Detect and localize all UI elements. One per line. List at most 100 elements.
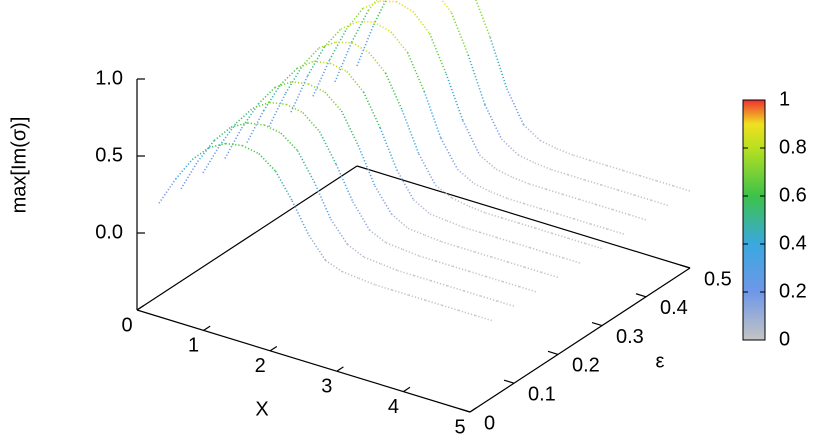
surface-segment [330,218,349,245]
surface-segment [484,104,503,140]
surface-segment [406,52,425,92]
surface-segment [523,202,541,210]
surface-segment [502,280,520,288]
surface-segment [296,150,315,183]
colorbar-tick-label: 0.8 [779,136,807,158]
colorbar-tick-label: 0.2 [779,280,807,302]
y-tick [459,408,471,413]
surface-segment [373,21,392,33]
surface-segment [491,256,509,263]
surface-segment [367,0,378,11]
surface-segment [325,259,343,273]
surface-segment [412,199,431,215]
surface-segment [541,271,559,279]
surface-segment [535,227,553,235]
y-tick [503,379,515,384]
surface-segment [573,218,591,225]
surface-segment [369,229,387,244]
surface-segment [606,164,624,172]
surface-segment [284,65,303,94]
y-tick-label: 0.5 [704,268,732,290]
surface-segment [329,62,348,73]
surface-segment [623,169,641,177]
surface-segment [374,185,393,215]
surface-segment [313,181,332,220]
surface-segment [467,54,486,105]
surface-segment [352,201,371,231]
surface-segment [340,110,359,146]
surface-segment [413,274,431,282]
surface-segment [202,145,221,174]
surface-segment [258,153,277,172]
surface-segment [357,145,376,187]
surface-segment [539,139,558,150]
surface-segment [323,28,342,48]
x-tick [136,305,144,311]
surface-segment [395,0,414,13]
surface-segment [350,10,370,43]
surface-segment [573,154,591,162]
surface-segment [408,294,426,301]
surface-segment [512,176,530,185]
surface-segment [379,127,398,171]
surface-segment [441,304,459,312]
surface-segment [496,236,514,244]
surface-segment [529,246,547,254]
surface-segment [441,240,459,248]
surface-segment [540,207,558,215]
surface-segment [495,168,514,179]
surface-segment [208,142,226,149]
floor-edge [136,165,358,311]
surface-segment [396,169,415,201]
surface-segment [507,261,525,268]
z-tick-label: 0.5 [95,144,123,166]
y-axis [469,267,691,413]
x-axis [136,309,471,413]
surface-segment [673,185,691,192]
surface-segment [501,217,519,224]
y-tick [591,321,603,327]
surface-segment [340,20,358,30]
y-tick-label: 0.1 [528,383,556,405]
surface-segment [562,193,580,201]
surface-segment [280,132,299,152]
surface-segment [589,159,607,167]
surface-segment [308,234,327,261]
surface-segment [607,228,625,235]
surface-segment [213,126,232,142]
surface-segment [313,60,331,65]
surface-segment [424,234,442,243]
surface-segment [463,290,481,297]
surface-segment [241,144,260,155]
surface-segment [584,179,602,186]
y-axis-label: ε [656,350,665,372]
x-axis-label: X [255,398,268,420]
y-tick-label: 0 [484,412,495,434]
surface-segment [385,242,404,251]
surface-segment [517,154,536,164]
surface-segment [585,242,603,250]
surface-segment [324,91,343,112]
surface-segment [301,47,320,67]
surface-segment [556,147,574,157]
surface-segment [274,170,293,202]
surface-segment [534,162,552,171]
surface-segment [191,147,210,161]
surface-segment [335,164,354,203]
y-tick [679,264,691,269]
surface-segment [341,270,360,280]
floor-edge [356,165,691,269]
surface-segment [469,270,487,278]
surface-segment [328,29,348,61]
surface-segment [334,41,353,83]
surface-segment [175,158,193,180]
surface-segment [479,231,497,239]
z-axis-label: max[Im(σ)] [8,117,30,214]
surface-segment [290,75,309,113]
surface-segment [402,248,420,257]
surface-segment [391,289,409,296]
surface-segment [601,184,619,191]
surface-segment [473,182,492,193]
surface-segment [380,263,398,272]
